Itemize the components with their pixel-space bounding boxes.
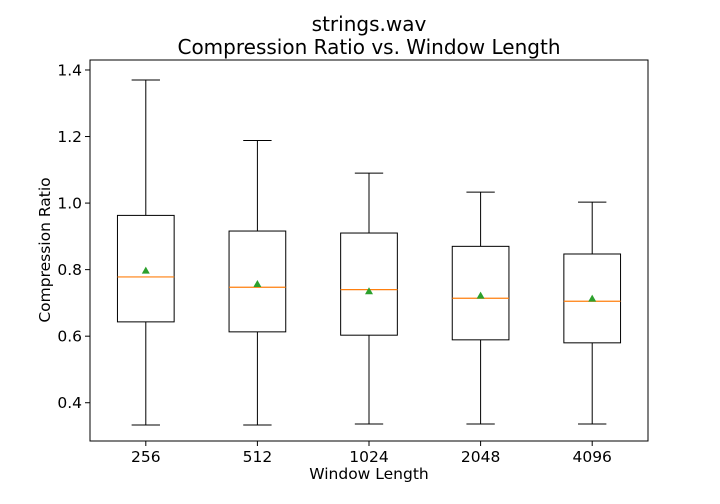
mean-marker [588, 294, 597, 302]
x-axis-label: Window Length [309, 465, 429, 483]
mean-marker [141, 266, 150, 274]
x-tick-label: 2048 [461, 448, 500, 466]
x-tick-label: 512 [243, 448, 273, 466]
box-4096 [563, 201, 622, 425]
iqr-box [451, 245, 510, 341]
mean-marker [365, 287, 373, 295]
box-2048 [451, 191, 510, 425]
box-512 [228, 140, 287, 426]
x-tick-label: 1024 [349, 448, 388, 466]
box-256 [116, 79, 175, 426]
mean-marker [476, 291, 485, 299]
y-tick-label: 0.8 [57, 261, 82, 279]
x-axis: 256 512 1024 2048 4096 [131, 441, 612, 466]
box-series [116, 79, 622, 426]
chart-subtitle: Compression Ratio vs. Window Length [177, 35, 560, 59]
iqr-box [228, 230, 287, 333]
y-axis-label: Compression Ratio [36, 177, 54, 322]
y-axis: 0.4 0.6 0.8 1.0 1.2 1.4 [57, 61, 90, 412]
iqr-box [340, 232, 398, 336]
y-tick-label: 0.6 [57, 328, 82, 346]
iqr-box [563, 253, 622, 344]
iqr-box [116, 214, 175, 323]
x-tick-label: 256 [131, 448, 161, 466]
mean-marker [253, 279, 262, 287]
y-tick-label: 1.4 [57, 61, 82, 79]
y-tick-label: 1.2 [57, 128, 82, 146]
box-1024 [340, 172, 398, 425]
x-tick-label: 4096 [572, 448, 611, 466]
y-tick-label: 1.0 [57, 195, 82, 213]
y-tick-label: 0.4 [57, 394, 82, 412]
chart-title: strings.wav [312, 12, 427, 36]
